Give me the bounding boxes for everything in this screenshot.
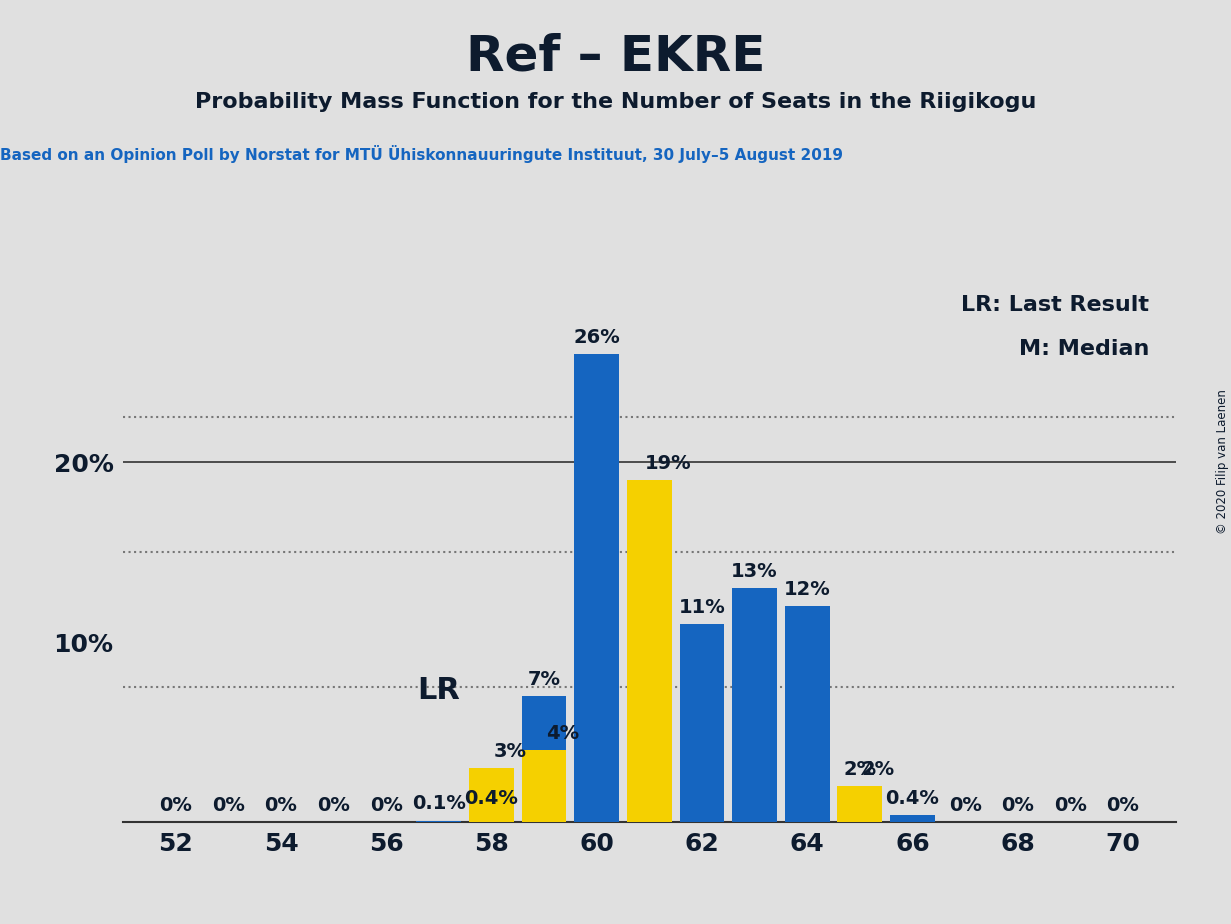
Bar: [890, 815, 934, 822]
Bar: [522, 697, 566, 822]
Text: 19%: 19%: [645, 454, 691, 473]
Text: 0%: 0%: [159, 796, 192, 815]
Text: 0.4%: 0.4%: [885, 789, 939, 808]
Text: 0%: 0%: [949, 796, 981, 815]
Text: 0%: 0%: [369, 796, 403, 815]
Text: 13%: 13%: [731, 562, 778, 581]
Text: 3%: 3%: [494, 742, 527, 761]
Bar: [469, 815, 513, 822]
Bar: [785, 606, 830, 822]
Text: 0.4%: 0.4%: [464, 789, 518, 808]
Text: 12%: 12%: [784, 580, 831, 599]
Bar: [575, 354, 619, 822]
Bar: [522, 750, 566, 822]
Text: 11%: 11%: [678, 598, 725, 617]
Text: 26%: 26%: [574, 328, 620, 346]
Text: 0%: 0%: [1107, 796, 1140, 815]
Text: 4%: 4%: [547, 724, 579, 743]
Bar: [469, 769, 513, 822]
Bar: [837, 786, 883, 822]
Text: 0%: 0%: [1054, 796, 1087, 815]
Text: M: M: [632, 626, 667, 659]
Text: 0%: 0%: [265, 796, 298, 815]
Text: 2%: 2%: [862, 760, 895, 779]
Text: LR: LR: [417, 676, 460, 705]
Bar: [627, 480, 672, 822]
Text: 0.1%: 0.1%: [412, 795, 465, 813]
Text: 2%: 2%: [843, 760, 876, 779]
Text: M: Median: M: Median: [1019, 338, 1150, 359]
Text: 0%: 0%: [1001, 796, 1034, 815]
Text: Ref – EKRE: Ref – EKRE: [465, 32, 766, 80]
Text: © 2020 Filip van Laenen: © 2020 Filip van Laenen: [1215, 390, 1229, 534]
Bar: [680, 625, 724, 822]
Text: Probability Mass Function for the Number of Seats in the Riigikogu: Probability Mass Function for the Number…: [194, 92, 1037, 113]
Bar: [837, 786, 883, 822]
Text: 0%: 0%: [212, 796, 245, 815]
Text: 7%: 7%: [528, 670, 560, 689]
Bar: [627, 480, 672, 822]
Bar: [732, 589, 777, 822]
Text: Based on an Opinion Poll by Norstat for MTÜ Ühiskonnauuringute Instituut, 30 Jul: Based on an Opinion Poll by Norstat for …: [0, 145, 843, 163]
Text: LR: Last Result: LR: Last Result: [961, 296, 1150, 315]
Text: 0%: 0%: [318, 796, 350, 815]
Bar: [416, 821, 462, 822]
